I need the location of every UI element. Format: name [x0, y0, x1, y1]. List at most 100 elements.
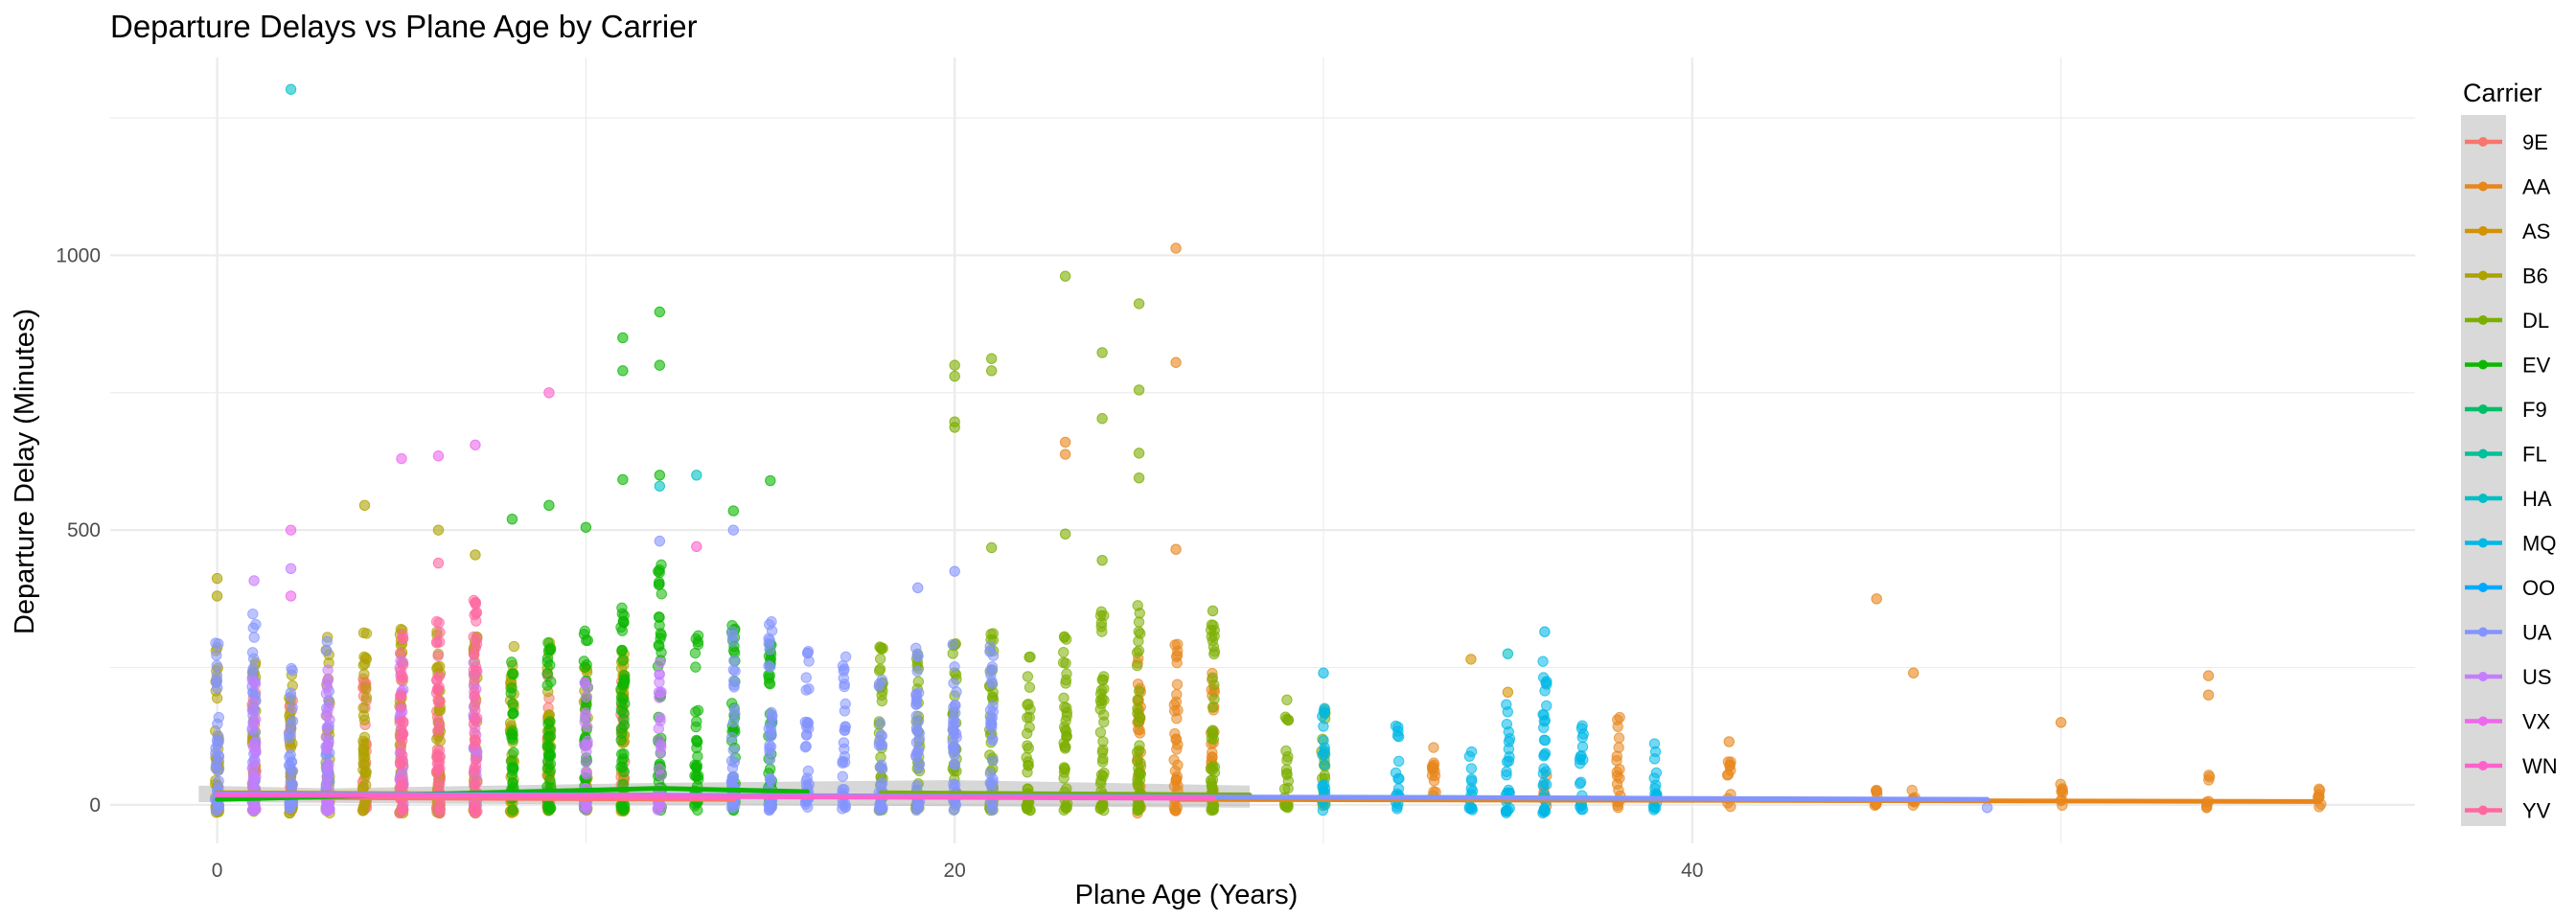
data-point	[581, 691, 592, 702]
data-point	[211, 692, 223, 704]
data-point	[1428, 775, 1440, 787]
data-point	[1576, 803, 1587, 816]
data-point	[691, 470, 702, 481]
data-point	[248, 632, 260, 643]
data-point	[1280, 745, 1292, 757]
data-point	[654, 656, 666, 668]
data-point	[912, 687, 925, 699]
data-point	[249, 804, 262, 816]
data-point	[213, 765, 224, 776]
legend-label: DL	[2522, 309, 2549, 333]
data-point	[1502, 686, 1514, 699]
data-point	[1427, 764, 1438, 775]
data-point	[1466, 785, 1479, 797]
data-point	[763, 632, 774, 644]
data-point	[910, 736, 923, 748]
data-point	[1465, 773, 1478, 785]
data-point	[1022, 699, 1033, 711]
y-axis-title: Departure Delay (Minutes)	[10, 309, 40, 634]
data-point	[802, 765, 815, 777]
data-point	[1538, 763, 1550, 774]
data-point	[615, 761, 627, 773]
data-point	[1060, 674, 1072, 686]
data-point	[359, 681, 372, 694]
data-point	[1501, 718, 1513, 730]
legend-item-DL: DL	[2465, 309, 2549, 333]
legend-item-AA: AA	[2465, 175, 2551, 199]
data-point	[394, 717, 405, 728]
legend-label: FL	[2522, 443, 2547, 467]
data-point	[543, 387, 555, 399]
data-point	[1723, 736, 1735, 748]
data-point	[433, 720, 446, 732]
data-point	[212, 718, 223, 730]
data-point	[691, 770, 702, 782]
data-point	[690, 721, 702, 733]
data-point	[322, 664, 334, 676]
data-point	[1022, 671, 1034, 682]
data-point	[765, 474, 776, 487]
data-point	[911, 717, 924, 728]
data-point	[1133, 685, 1145, 697]
legend-key-point	[2478, 494, 2488, 503]
legend: Carrier 9E AA AS B6 DL EV F9 FL HA MQ OO UA US VX WN YV	[2461, 79, 2558, 826]
legend-key-point	[2478, 538, 2488, 548]
data-point	[1576, 731, 1588, 744]
legend-key-point	[2478, 583, 2488, 592]
data-point	[211, 590, 223, 602]
data-point	[1096, 554, 1108, 566]
data-point	[1170, 651, 1183, 663]
data-point	[986, 678, 998, 689]
data-point	[542, 741, 555, 752]
data-point	[2202, 689, 2215, 701]
legend-item-WN: WN	[2465, 754, 2558, 778]
data-point	[2313, 789, 2325, 800]
data-point	[320, 731, 332, 743]
data-point	[729, 665, 741, 677]
data-point	[984, 640, 996, 653]
legend-item-OO: OO	[2465, 576, 2555, 600]
data-point	[432, 650, 444, 662]
data-point	[472, 665, 483, 678]
data-point	[321, 743, 333, 755]
data-point	[360, 766, 372, 778]
data-point	[247, 622, 260, 633]
data-point	[1205, 763, 1217, 775]
data-point	[470, 597, 481, 609]
data-point	[910, 804, 922, 816]
data-point	[1208, 648, 1220, 660]
data-point	[727, 645, 740, 656]
data-point	[357, 805, 369, 816]
legend-key-point	[2478, 627, 2488, 637]
data-point	[248, 697, 260, 708]
data-point	[1094, 803, 1106, 815]
data-point	[469, 801, 480, 813]
data-point	[1171, 689, 1183, 701]
data-point	[434, 735, 446, 747]
data-point	[1024, 652, 1035, 663]
data-point	[1131, 659, 1143, 672]
data-point	[1390, 720, 1402, 732]
data-point	[470, 439, 481, 450]
legend-key-point	[2478, 716, 2488, 726]
data-point	[1724, 760, 1736, 771]
data-point	[285, 590, 297, 602]
data-point	[433, 781, 445, 794]
legend-label: MQ	[2522, 532, 2556, 556]
data-point	[655, 712, 666, 724]
data-point	[1392, 803, 1403, 815]
data-point	[840, 698, 851, 710]
data-point	[434, 627, 446, 638]
data-point	[210, 637, 221, 649]
data-point	[469, 714, 481, 725]
data-point	[618, 707, 630, 719]
data-point	[1024, 681, 1036, 693]
data-point	[322, 674, 334, 686]
data-point	[654, 640, 665, 652]
data-point	[948, 778, 959, 790]
data-point	[1021, 727, 1033, 739]
data-point	[1537, 708, 1549, 721]
data-point	[541, 763, 554, 774]
data-point	[1098, 694, 1110, 706]
trend-line-WN	[215, 793, 1216, 801]
